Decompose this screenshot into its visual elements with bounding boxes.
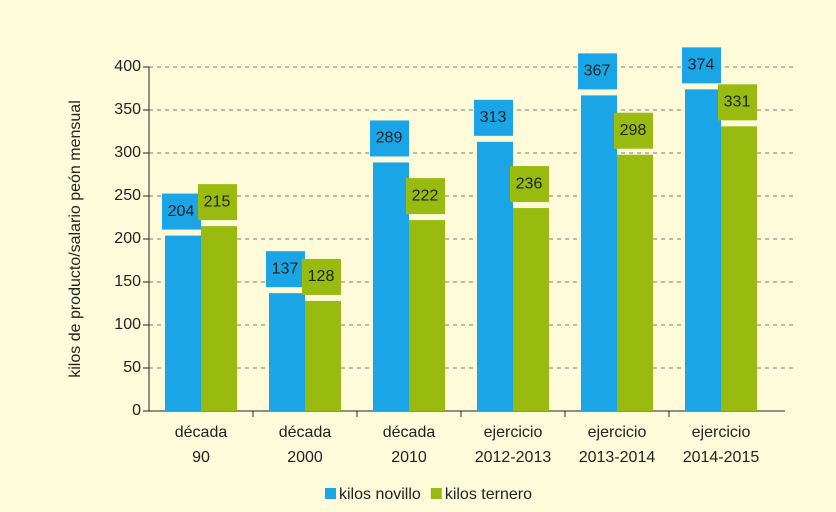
data-label-box	[406, 178, 445, 215]
legend-swatch	[430, 488, 442, 499]
y-tick-label: 50	[123, 359, 141, 376]
y-tick-label: 200	[114, 230, 141, 247]
x-tick-label: 2013-2014	[579, 449, 656, 466]
data-label-box	[474, 99, 513, 136]
y-axis-label: kilos de producto/salario peón mensual	[67, 100, 84, 378]
x-tick-label: década	[383, 424, 436, 441]
bar	[477, 141, 513, 411]
data-label-box	[370, 120, 409, 157]
legend-label: kilos ternero	[445, 486, 532, 503]
y-tick-label: 300	[114, 144, 141, 161]
data-label-box	[302, 258, 341, 295]
data-label: 289	[376, 130, 403, 147]
bar	[305, 300, 341, 411]
x-tick-label: ejercicio	[484, 424, 543, 441]
bar	[617, 154, 653, 411]
y-tick-label: 100	[114, 316, 141, 333]
data-label-box	[266, 251, 305, 288]
bar	[721, 126, 757, 411]
data-label-box	[718, 84, 757, 121]
data-label: 215	[204, 193, 231, 210]
data-label-box	[510, 166, 549, 203]
bar	[581, 95, 617, 411]
x-tick-label: 2014-2015	[683, 449, 760, 466]
y-tick-label: 0	[132, 402, 141, 419]
bar	[373, 162, 409, 411]
x-tick-label: década	[279, 424, 332, 441]
bar	[685, 89, 721, 412]
data-label: 222	[412, 187, 439, 204]
data-label: 298	[620, 122, 647, 139]
data-label-box	[162, 193, 201, 230]
data-label-box	[198, 184, 237, 221]
x-tick-label: 2012-2013	[475, 449, 552, 466]
legend-label: kilos novillo	[339, 486, 421, 503]
x-tick-label: 2010	[391, 449, 427, 466]
x-tick-label: ejercicio	[692, 424, 751, 441]
data-label: 313	[480, 109, 507, 126]
data-label: 367	[584, 63, 611, 80]
data-label-box	[578, 53, 617, 90]
x-tick-label: 2000	[287, 449, 323, 466]
bar	[165, 235, 201, 411]
data-label-box	[682, 47, 721, 84]
data-label: 128	[308, 268, 335, 285]
x-tick-label: ejercicio	[588, 424, 647, 441]
legend-swatch	[325, 488, 336, 499]
y-tick-label: 250	[114, 187, 141, 204]
data-label: 236	[516, 175, 543, 192]
bar	[201, 226, 237, 411]
bar	[269, 293, 305, 411]
data-label: 331	[724, 94, 751, 111]
data-label-box	[614, 112, 653, 149]
data-label: 137	[272, 260, 299, 277]
data-label: 374	[688, 57, 715, 74]
x-tick-label: 90	[192, 449, 210, 466]
y-tick-label: 350	[114, 101, 141, 118]
x-tick-label: década	[175, 424, 228, 441]
bar	[513, 208, 549, 411]
y-tick-label: 400	[114, 58, 141, 75]
y-tick-label: 150	[114, 273, 141, 290]
data-label: 204	[168, 203, 195, 220]
bar	[409, 220, 445, 411]
